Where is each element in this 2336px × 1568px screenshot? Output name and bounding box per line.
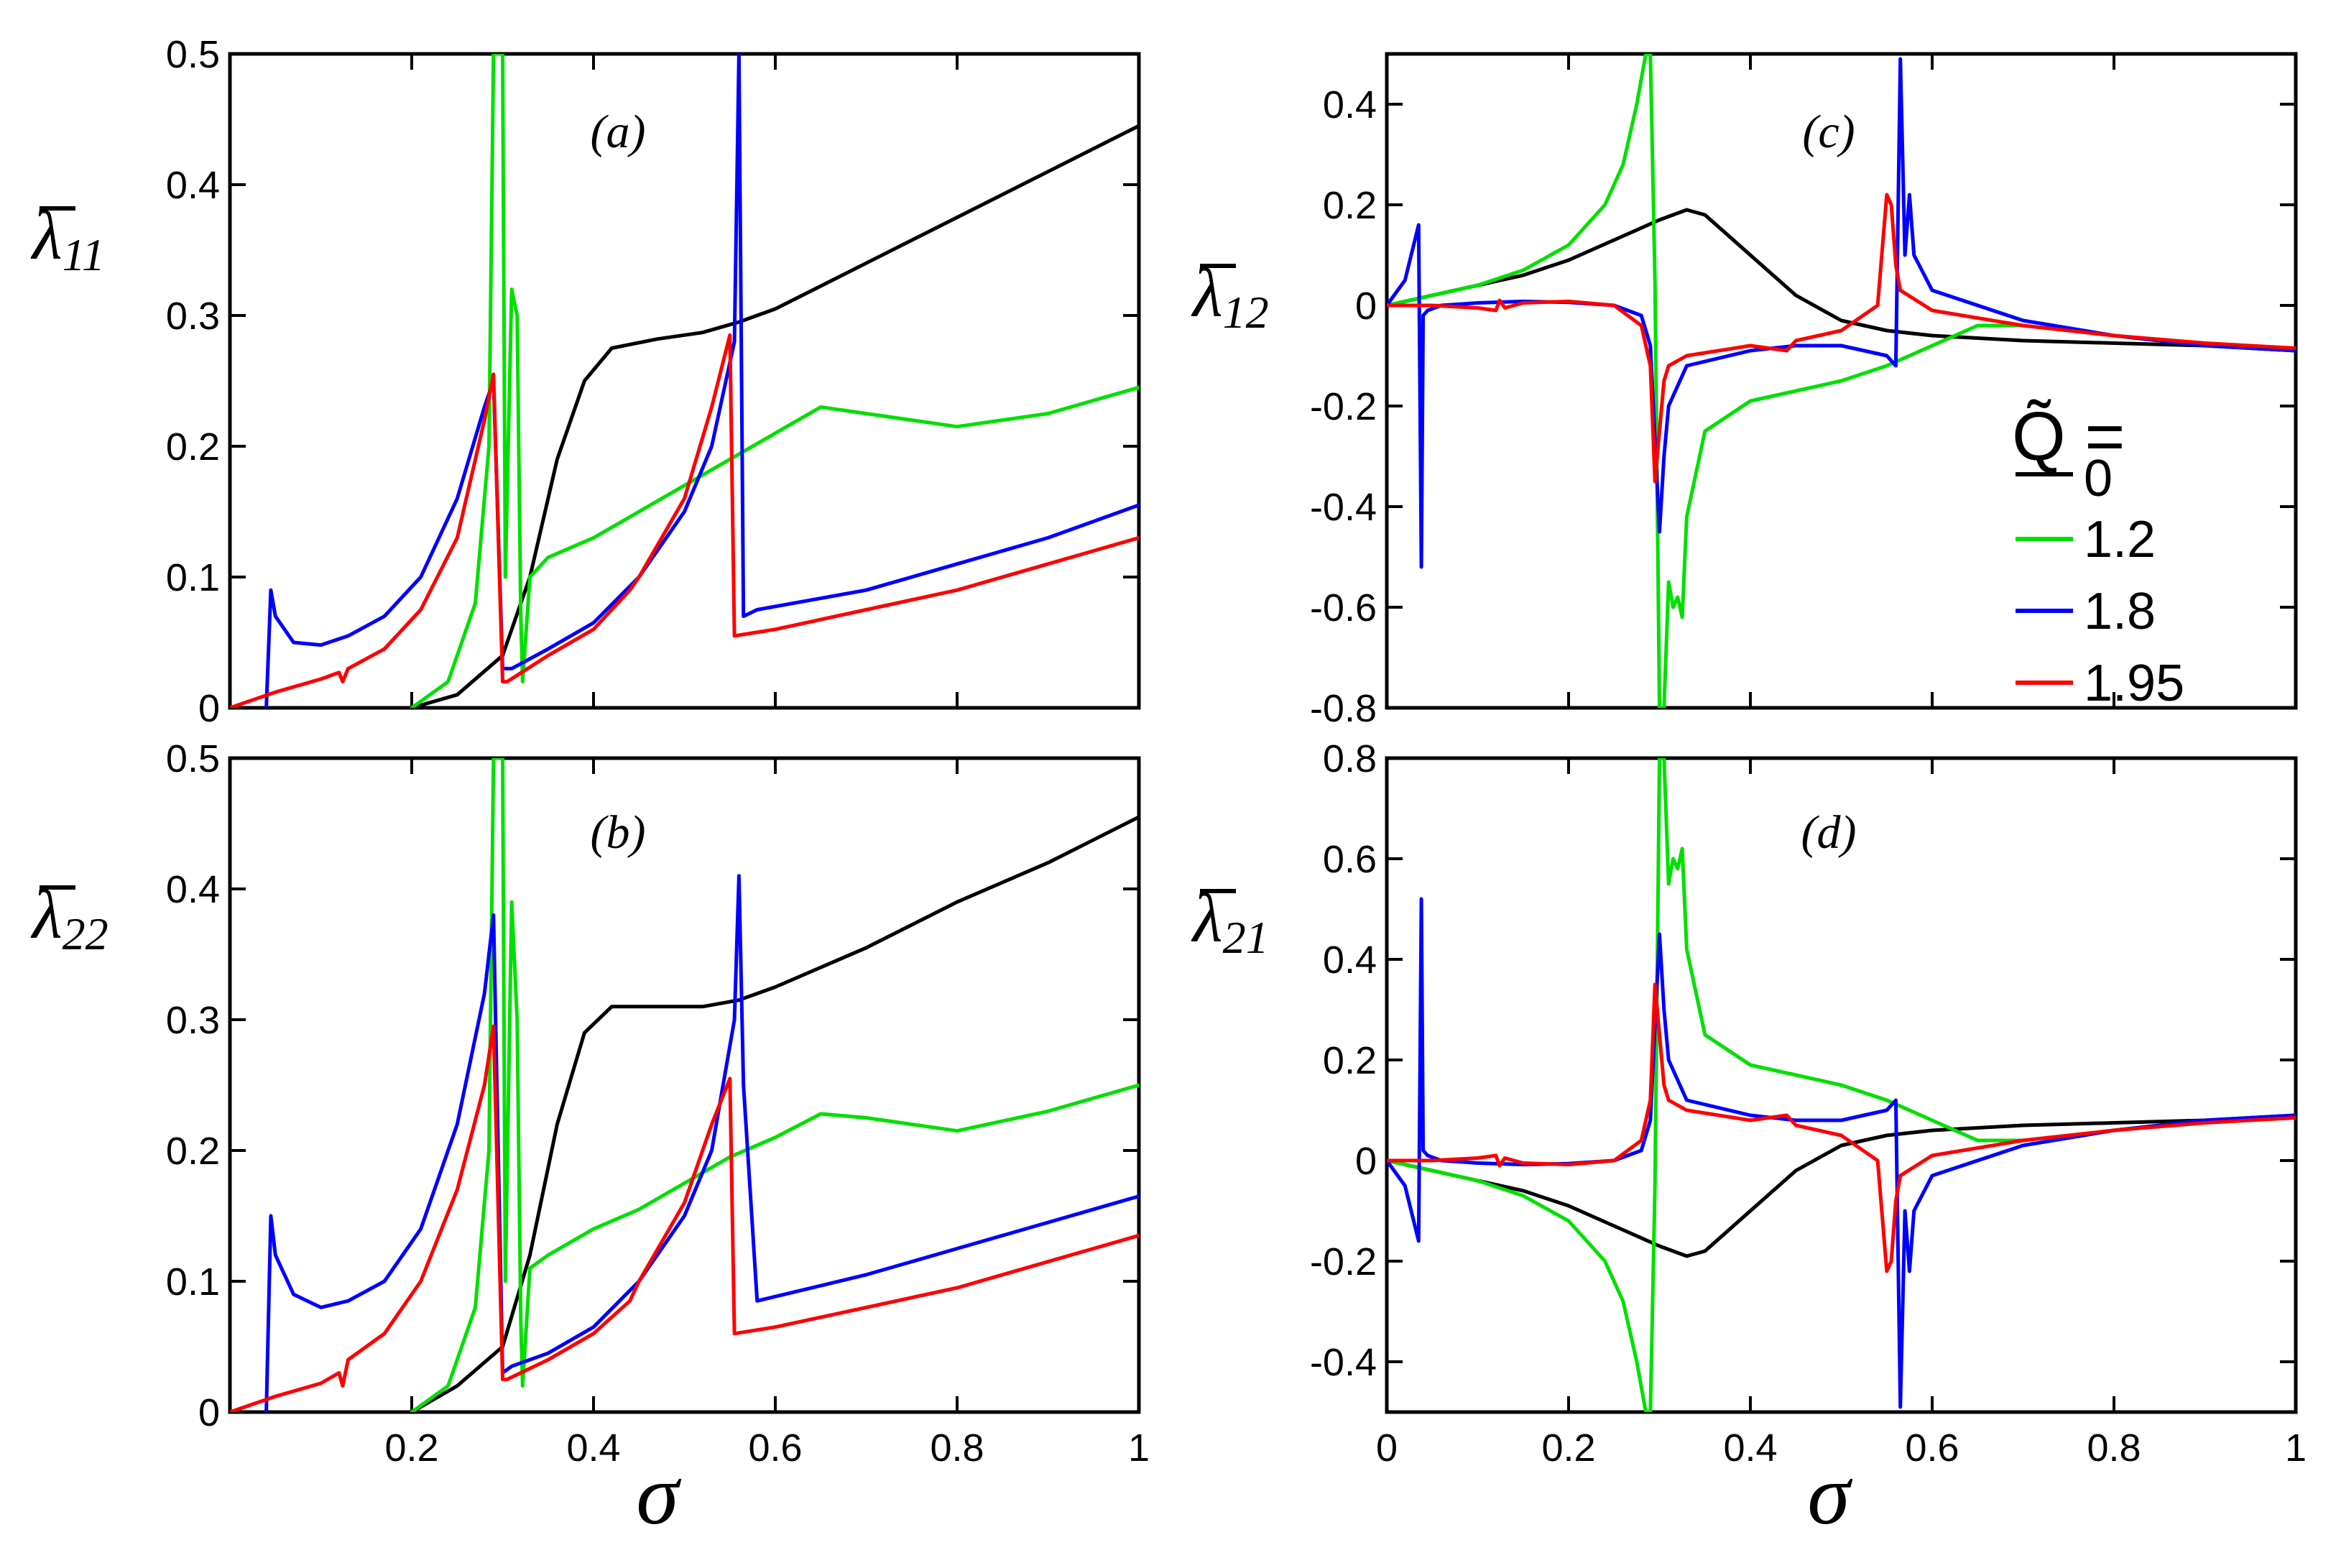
series-line-1.95 <box>1387 193 2296 484</box>
y-tick-label: 0.1 <box>166 556 220 599</box>
y-label-subscript: 11 <box>63 229 105 280</box>
x-tick-label: 0.6 <box>1905 1426 1959 1470</box>
series-line-0 <box>1387 1113 2296 1258</box>
series-line-0 <box>1387 208 2296 353</box>
y-tick-label: -0.2 <box>1310 1240 1377 1283</box>
x-tick-label: 0.4 <box>1723 1426 1777 1470</box>
series-lines <box>230 54 1139 708</box>
series-line-1.8 <box>264 874 1139 1412</box>
y-tick-label: 0.2 <box>1323 184 1377 227</box>
panel-label: (d) <box>1801 806 1857 859</box>
y-axis-label: λ21 <box>1191 880 1269 963</box>
panel-d: 0 0.2 0.4 0.6 0.8 1-0.4-0.200.20.40.60.8 (d) … <box>1191 737 2307 1542</box>
axis-ticks: 0 0.1 0.2 0.3 0.4 0.5 <box>166 33 1140 730</box>
series-lines <box>1387 758 2296 1412</box>
y-tick-label: 0.4 <box>1323 939 1377 982</box>
y-axis-label: λ22 <box>30 876 109 959</box>
series-line-1.8 <box>1387 57 2296 569</box>
series-line-1.2 <box>1387 54 2296 708</box>
series-line-1.95 <box>1387 982 2296 1273</box>
plot-frame <box>1385 756 2298 1414</box>
y-tick-label: 0.3 <box>166 999 220 1042</box>
plot-frame <box>228 52 1141 710</box>
y-tick-label: 0 <box>198 687 220 730</box>
legend-label-0: 0 <box>2084 450 2113 507</box>
plot-frame <box>1385 52 2298 710</box>
x-tick-label: 1 <box>1128 1426 1150 1470</box>
legend-label-3: 1.95 <box>2084 655 2184 712</box>
y-tick-label: 0 <box>1355 1140 1377 1183</box>
series-line-1.8 <box>264 54 1139 708</box>
panel-b: 0.2 0.4 0.6 0.8 1 0 0.1 0.2 0.3 0.4 0.5 (b) λ22 σ <box>30 737 1150 1542</box>
y-tick-label: 0.1 <box>166 1260 220 1304</box>
x-tick-label: 0 <box>1376 1426 1398 1470</box>
y-tick-label: 0.8 <box>1323 737 1377 780</box>
x-tick-label: 1 <box>2285 1426 2307 1470</box>
axis-ticks: 0 0.2 0.4 0.6 0.8 1 -0.4 -0.2 0 0.2 0.4 0.6 0.8 <box>1310 737 2307 1470</box>
x-tick-label: 0.8 <box>930 1426 984 1470</box>
y-tick-label: 0.3 <box>166 295 220 338</box>
series-line-1.2 <box>410 758 1139 1412</box>
y-label-subscript: 22 <box>63 908 109 959</box>
y-axis-label: λ12 <box>1191 254 1269 338</box>
legend-label-1: 1.2 <box>2084 511 2156 568</box>
legend-title: Q̃ = <box>2012 398 2125 475</box>
panel-label: (c) <box>1802 106 1855 158</box>
panel-a: 0 0.1 0.2 0.3 0.4 0.5 (a) λ11 <box>30 33 1141 730</box>
x-axis-label: σ <box>636 1447 681 1542</box>
axis-ticks: 0.2 0.4 0.6 0.8 1 0 0.1 0.2 0.3 0.4 0.5 <box>166 737 1150 1470</box>
y-tick-label: 0.5 <box>166 737 220 780</box>
x-tick-label: 0.8 <box>2087 1426 2141 1470</box>
x-tick-label: 0.2 <box>1541 1426 1595 1470</box>
series-line-1.2 <box>410 54 1139 708</box>
panel-c: -0.8 -0.6 -0.4 -0.2 0 0.2 0.4 (c) λ12 Q̃ = 0 1… <box>1191 52 2298 730</box>
x-tick-label: 0.6 <box>748 1426 802 1470</box>
y-tick-label: 0.2 <box>166 425 220 469</box>
y-tick-label: 0.4 <box>1323 83 1377 126</box>
series-line-1.8 <box>1387 897 2296 1409</box>
series-line-1.95 <box>230 1024 1139 1412</box>
y-label-subscript: 21 <box>1223 912 1269 963</box>
panel-label: (a) <box>591 106 646 158</box>
series-line-0 <box>410 815 1139 1412</box>
y-tick-label: -0.4 <box>1310 1341 1377 1384</box>
series-lines <box>230 758 1139 1412</box>
legend-label-2: 1.8 <box>2084 583 2156 640</box>
y-axis-label: λ11 <box>30 197 105 280</box>
series-line-1.2 <box>1387 758 2296 1412</box>
y-tick-label: 0.4 <box>166 164 220 207</box>
y-label-subscript: 12 <box>1223 287 1269 338</box>
y-tick-label: 0.2 <box>166 1130 220 1173</box>
y-tick-label: -0.8 <box>1310 687 1377 730</box>
y-tick-label: -0.4 <box>1310 486 1377 529</box>
y-tick-label: 0.4 <box>166 868 220 911</box>
x-tick-label: 0.4 <box>566 1426 620 1470</box>
plot-frame <box>228 756 1141 1414</box>
series-lines <box>1387 54 2296 708</box>
panel-label: (b) <box>591 806 646 859</box>
y-tick-label: -0.6 <box>1310 586 1377 629</box>
series-line-0 <box>410 124 1139 708</box>
legend: Q̃ = 0 1.2 1.8 1.95 <box>2012 398 2184 712</box>
y-tick-label: 0.6 <box>1323 838 1377 881</box>
y-tick-label: 0.2 <box>1323 1039 1377 1082</box>
axis-ticks: -0.8 -0.6 -0.4 -0.2 0 0.2 0.4 <box>1310 54 2297 730</box>
series-line-1.95 <box>230 333 1139 708</box>
x-tick-label: 0.2 <box>384 1426 438 1470</box>
y-tick-label: 0 <box>198 1391 220 1434</box>
x-axis-label: σ <box>1807 1447 1852 1542</box>
y-tick-label: 0.5 <box>166 33 220 76</box>
y-tick-label: 0 <box>1355 285 1377 328</box>
y-tick-label: -0.2 <box>1310 385 1377 428</box>
